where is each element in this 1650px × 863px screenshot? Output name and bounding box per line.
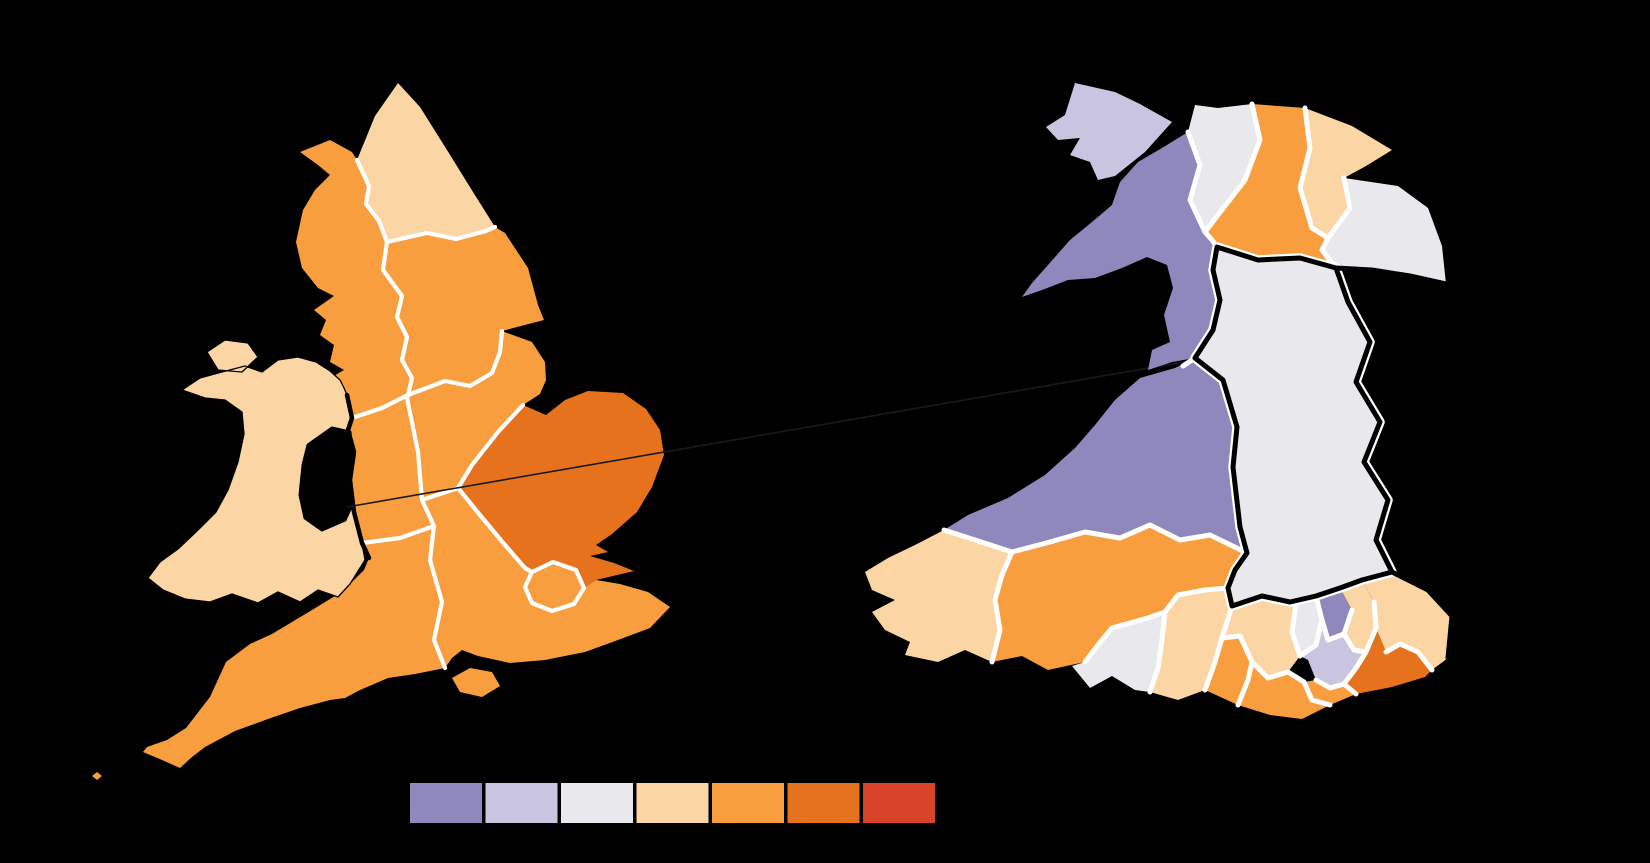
region-caerphilly [1300, 620, 1366, 688]
region-carmarthenshire [992, 525, 1247, 670]
legend-swatch-6 [787, 783, 860, 823]
connector-line-powys [346, 359, 1196, 508]
england-wales-border-overview [344, 392, 372, 561]
region-pembrokeshire [865, 530, 1012, 662]
region-rhondda-cynon-taf [1222, 596, 1300, 678]
region-torfaen [1340, 580, 1376, 652]
legend-swatch-5 [712, 783, 784, 823]
legend-swatch-1 [410, 783, 482, 823]
region-monmouthshire [1362, 572, 1452, 670]
region-ceredigion [944, 358, 1247, 553]
region-swansea [1072, 612, 1165, 692]
detail-map-wales [865, 83, 1455, 719]
legend-swatch-2 [485, 783, 558, 823]
region-east-midlands [407, 331, 546, 500]
region-powys-highlighted [1192, 244, 1395, 609]
region-london [525, 562, 584, 611]
region-south-east [422, 488, 670, 697]
region-north-east [357, 83, 495, 242]
england-region-borders [349, 157, 587, 671]
wales-authority-borders [941, 101, 1435, 708]
region-neath-port-talbot [1150, 588, 1232, 700]
region-flintshire [1300, 108, 1392, 238]
england-wales-border-detail-north [1333, 265, 1449, 287]
region-east-of-england [458, 391, 664, 588]
region-wales-overview [147, 339, 366, 604]
region-north-west [296, 140, 412, 418]
region-isle-of-anglesey [1046, 83, 1172, 180]
legend-swatch-3 [561, 783, 633, 823]
region-merthyr-tydfil [1290, 596, 1322, 656]
legend-swatch-7 [863, 783, 935, 823]
overview-map-england-wales [92, 83, 670, 780]
region-wrexham [1322, 178, 1446, 284]
region-denbighshire [1205, 104, 1336, 268]
region-yorkshire-and-the-humber [383, 227, 544, 395]
region-bridgend [1205, 636, 1252, 705]
region-newport [1344, 628, 1432, 694]
region-vale-of-glamorgan [1238, 662, 1330, 719]
region-gwynedd [1022, 132, 1220, 370]
region-conwy [1188, 104, 1260, 232]
england-wales-border-detail-south [1389, 569, 1455, 661]
region-south-west [92, 526, 445, 780]
legend-swatch-4 [636, 783, 709, 823]
legend-color-scale [410, 783, 935, 823]
